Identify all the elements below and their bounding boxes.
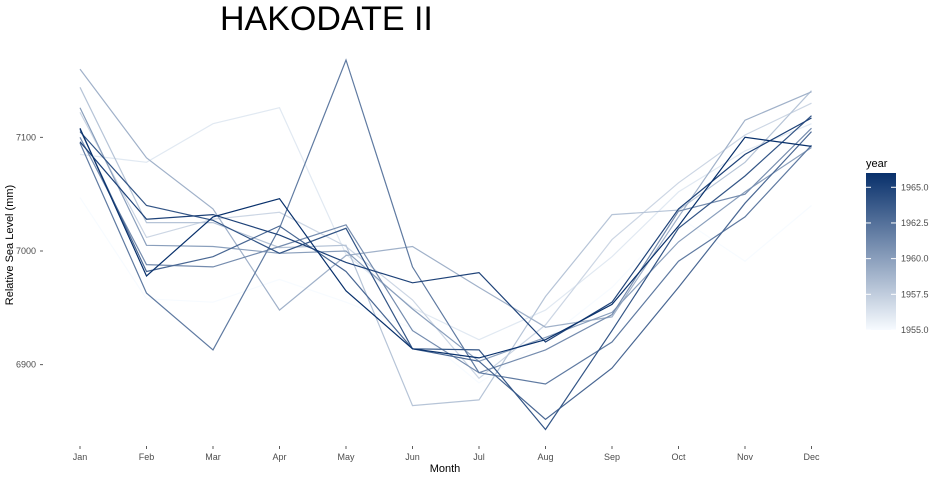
x-tick-label: Dec	[803, 452, 820, 462]
legend-tick-label: 1962.5	[901, 218, 929, 228]
x-tick-label: Feb	[139, 452, 155, 462]
x-tick-label: Apr	[272, 452, 286, 462]
series-line-1965	[79, 117, 812, 343]
y-tick-label: 7000	[16, 246, 36, 256]
series-line-1958	[79, 87, 812, 407]
legend-colorbar	[866, 173, 896, 330]
x-tick-label: Jul	[473, 452, 485, 462]
series-line-1964	[79, 115, 812, 431]
x-tick-label: Jun	[405, 452, 420, 462]
chart-title: HAKODATE II	[220, 0, 433, 38]
x-tick-label: Aug	[537, 452, 553, 462]
series-line-1962	[79, 58, 812, 385]
y-tick-label: 6900	[16, 360, 36, 370]
legend-tick-label: 1965.0	[901, 182, 929, 192]
legend-tick-label: 1957.5	[901, 289, 929, 299]
x-axis-title: Month	[430, 463, 461, 475]
x-tick-label: Jan	[73, 452, 88, 462]
x-tick-label: Mar	[205, 452, 221, 462]
y-axis: 6900 7000 7100	[16, 132, 43, 370]
legend-ticks: 1955.0 1957.5 1960.0 1962.5 1965.0	[866, 182, 929, 335]
y-axis-title: Relative Sea Level (mm)	[4, 185, 16, 305]
x-tick-label: Sep	[604, 452, 620, 462]
x-axis: Jan Feb Mar Apr May Jun Jul Aug Sep Oct Nov Dec	[73, 446, 820, 462]
legend-tick-label: 1955.0	[901, 325, 929, 335]
color-legend: year 1955.0 1957.5 1960.0 1962.5 1965.0	[866, 158, 929, 335]
x-tick-label: May	[337, 452, 355, 462]
series-line-1963	[79, 129, 812, 421]
series-lines	[79, 58, 812, 431]
series-line-1957	[79, 102, 812, 380]
legend-title: year	[866, 158, 888, 170]
x-tick-label: Oct	[671, 452, 686, 462]
legend-tick-label: 1960.0	[901, 254, 929, 264]
y-tick-label: 7100	[16, 132, 36, 142]
x-tick-label: Nov	[737, 452, 754, 462]
series-line-1961	[79, 127, 812, 374]
series-line-1959	[79, 68, 812, 328]
series-line-1960	[79, 107, 812, 362]
series-line-1966	[79, 127, 812, 359]
series-line-1956	[79, 107, 812, 341]
